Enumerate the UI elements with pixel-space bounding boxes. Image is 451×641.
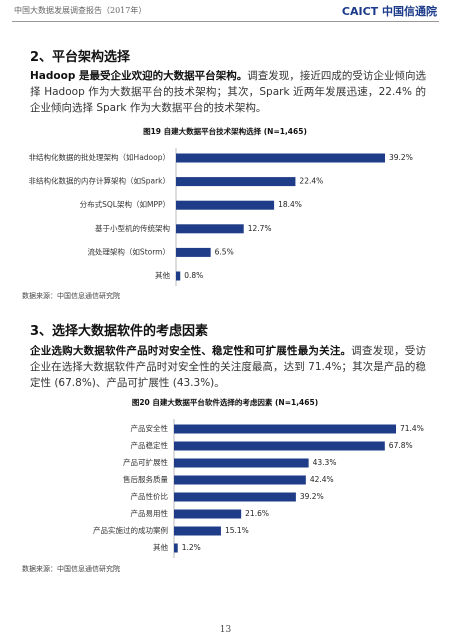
value-label: 42.4% — [310, 475, 334, 484]
category-label: 基于小型机的传统架构 — [95, 223, 170, 233]
bar — [174, 441, 385, 451]
text: 调查发现，受访企业在选择大数据软件产品时对安全性的关注度最高，达到 71.4%；… — [30, 345, 426, 389]
section-heading: 3、选择大数据软件的考虑因素 — [30, 324, 209, 339]
value-label: 1.2% — [182, 543, 201, 552]
category-label: 产品稳定性 — [131, 440, 169, 450]
bar — [176, 153, 385, 163]
bar — [176, 177, 296, 187]
bar — [174, 424, 396, 434]
value-label: 0.8% — [184, 271, 203, 280]
page-number: 13 — [219, 625, 232, 635]
text: 调查发现，接近四成的受访企业倾向选择 Hadoop 作为大数据平台的技术架构；其… — [30, 70, 426, 114]
category-label: 产品安全性 — [131, 423, 169, 433]
category-label: 产品可扩展性 — [123, 457, 168, 467]
category-label: 其他 — [155, 270, 170, 280]
bar — [176, 224, 244, 234]
value-label: 22.4% — [299, 177, 323, 186]
logo: CAICT 中国信通院 — [341, 5, 437, 18]
bar — [176, 247, 211, 257]
value-label: 71.4% — [400, 424, 424, 433]
value-label: 18.4% — [278, 200, 302, 209]
chart-title: 图20 自建大数据平台软件选择的考虑因素 (N=1,465) — [132, 397, 318, 407]
chart-title: 图19 自建大数据平台技术架构选择 (N=1,465) — [143, 126, 307, 136]
category-label: 其他 — [153, 542, 168, 552]
bold-text: 企业选购大数据软件产品时对安全性、稳定性和可扩展性最为关注。 — [30, 345, 352, 357]
value-label: 39.2% — [389, 153, 413, 162]
value-label: 6.5% — [215, 247, 234, 256]
source-note: 数据来源：中国信息通信研究院 — [22, 564, 120, 573]
paragraph: 企业选购大数据软件产品时对安全性、稳定性和可扩展性最为关注。调查发现，受访企业在… — [30, 343, 426, 391]
chart: 图19 自建大数据平台技术架构选择 (N=1,465) 非结构化数据的批处理架构（… — [22, 126, 413, 300]
category-label: 产品实施过的成功案例 — [93, 525, 168, 535]
paragraph: Hadoop 是最受企业欢迎的大数据平台架构。调查发现，接近四成的受访企业倾向选… — [30, 68, 426, 116]
value-label: 67.8% — [389, 441, 413, 450]
chart: 图20 自建大数据平台软件选择的考虑因素 (N=1,465) 产品安全性 71.4%… — [22, 397, 424, 573]
bar — [174, 526, 221, 536]
header-title: 中国大数据发展调查报告（2017年） — [14, 6, 147, 15]
bar — [176, 271, 181, 281]
bar — [174, 509, 242, 519]
category-label: 售后服务质量 — [123, 474, 168, 484]
value-label: 12.7% — [248, 224, 272, 233]
bar — [174, 492, 296, 502]
category-label: 非结构化数据的批处理架构（如Hadoop） — [29, 152, 170, 162]
category-label: 流处理架构（如Storm） — [87, 246, 170, 256]
bar — [174, 475, 306, 485]
category-label: 非结构化数据的内存计算架构（如Spark） — [28, 176, 170, 186]
value-label: 39.2% — [300, 492, 324, 501]
value-label: 21.6% — [245, 509, 269, 518]
source-note: 数据来源：中国信息通信研究院 — [22, 291, 120, 300]
category-label: 产品易用性 — [131, 508, 169, 518]
header-rule — [12, 21, 439, 22]
bar — [174, 543, 178, 553]
value-label: 43.3% — [313, 458, 337, 467]
bold-text: Hadoop 是最受企业欢迎的大数据平台架构。 — [30, 70, 248, 82]
value-label: 15.1% — [225, 526, 249, 535]
category-label: 分布式SQL架构（如MPP） — [80, 199, 170, 209]
section-heading: 2、平台架构选择 — [30, 50, 131, 65]
category-label: 产品性价比 — [131, 491, 169, 501]
bar — [174, 458, 309, 468]
bar — [176, 200, 275, 210]
